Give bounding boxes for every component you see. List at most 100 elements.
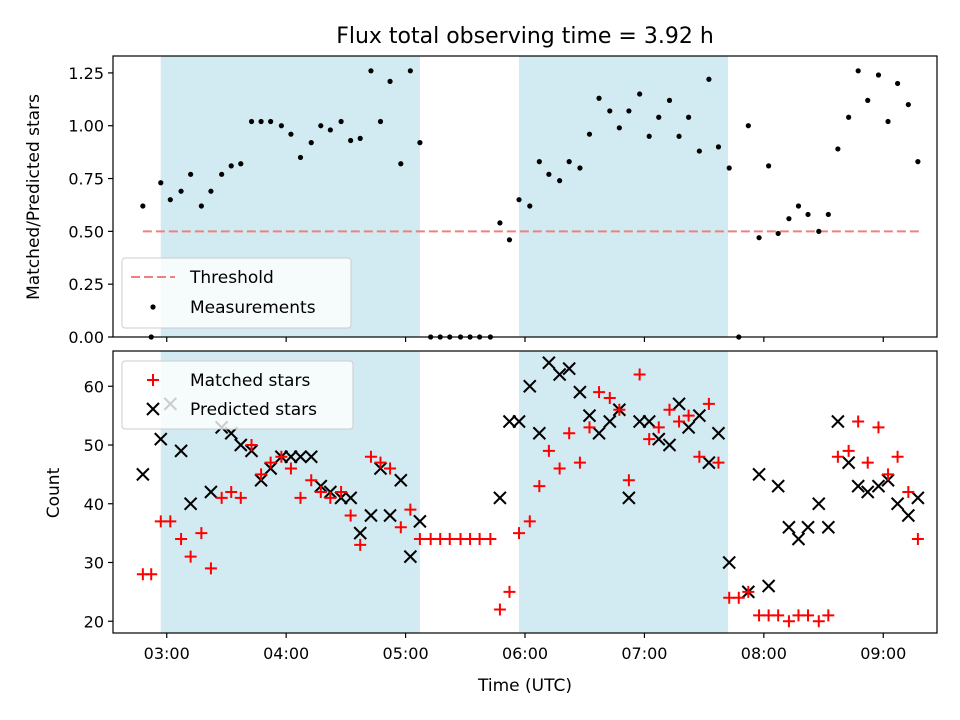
measurement-point [855, 68, 861, 74]
predicted-point [722, 555, 736, 570]
matched-point [484, 533, 497, 545]
matched-point [643, 433, 656, 446]
measurement-point [497, 220, 503, 226]
predicted-point [592, 426, 606, 440]
predicted-point [791, 532, 806, 546]
measurement-point [178, 188, 184, 194]
measurement-point [140, 203, 146, 209]
measurement-point [238, 161, 244, 167]
matched-point [175, 533, 188, 545]
matched-point [593, 386, 606, 399]
matched-point [443, 533, 456, 545]
y-tick-label: 40 [84, 495, 104, 514]
matched-point [314, 486, 327, 498]
measurement-point [577, 165, 583, 171]
measurement-point [885, 118, 891, 125]
y-tick-label: 1.00 [68, 117, 104, 136]
matched-point [255, 468, 268, 481]
matched-point [712, 456, 725, 469]
matched-point [861, 456, 874, 469]
matched-point [702, 397, 715, 410]
measurement-point [268, 118, 274, 125]
measurement-point [586, 131, 593, 137]
matched-point [364, 450, 377, 463]
measurement-point [357, 135, 363, 141]
matched-point [732, 591, 745, 604]
matched-point [305, 474, 318, 487]
measurement-point [766, 163, 772, 169]
legend-measurements-swatch [150, 304, 156, 310]
predicted-point [512, 414, 526, 429]
y-tick-label: 0.00 [68, 328, 104, 347]
predicted-point [761, 579, 776, 593]
measurement-point [527, 203, 533, 209]
matched-point [245, 439, 258, 451]
predicted-point [523, 379, 537, 393]
predicted-point [672, 397, 686, 411]
measurement-point [297, 154, 304, 161]
bottom-xlabel: Time (UTC) [477, 676, 572, 696]
matched-point [812, 615, 825, 628]
x-tick-label: 09:00 [860, 644, 906, 663]
measurement-point [417, 140, 423, 146]
measurement-point [795, 203, 802, 209]
measurement-point [666, 97, 673, 103]
measurement-point [228, 163, 234, 169]
y-tick-label: 50 [84, 436, 104, 455]
y-tick-label: 1.25 [68, 64, 104, 83]
measurement-point [865, 97, 871, 103]
measurement-point [775, 230, 781, 237]
matched-point [195, 527, 208, 540]
predicted-point [284, 450, 298, 464]
matched-point [682, 409, 695, 422]
measurement-point [407, 68, 413, 74]
matched-point [622, 474, 635, 487]
legend-predicted-label: Predicted stars [190, 400, 317, 420]
predicted-point [136, 467, 150, 482]
measurement-point [557, 178, 563, 184]
predicted-point [702, 455, 716, 470]
predicted-point [183, 497, 198, 511]
predicted-point [812, 497, 826, 511]
predicted-point [403, 549, 418, 564]
bottom-legend-box [121, 360, 354, 430]
matched-point [603, 392, 616, 404]
matched-point [842, 444, 855, 457]
matched-point [693, 450, 706, 463]
predicted-point [552, 367, 567, 382]
measurement-point [715, 144, 722, 150]
matched-point [633, 368, 646, 381]
matched-point [275, 450, 288, 463]
matched-point [374, 456, 387, 469]
predicted-point [353, 526, 367, 540]
y-tick-label: 20 [84, 612, 104, 631]
legend-matched-label: Matched stars [190, 371, 310, 391]
measurement-point [616, 125, 622, 131]
y-tick-label: 60 [84, 377, 104, 396]
top-ticks: 0.00 0.25 0.50 0.75 1.00 1.25 [68, 64, 884, 347]
predicted-point [821, 520, 836, 534]
matched-point [204, 562, 217, 575]
top-ylabel: Matched/Predicted stars [24, 94, 44, 300]
matched-point [493, 603, 506, 616]
measurement-point [327, 127, 333, 133]
predicted-point [394, 473, 408, 487]
x-tick-label: 06:00 [502, 644, 548, 663]
matched-point [215, 491, 228, 504]
x-tick-label: 08:00 [741, 644, 787, 663]
matched-point [852, 415, 865, 428]
predicted-point [234, 438, 248, 452]
measurement-point [377, 118, 384, 125]
matched-point [573, 456, 586, 469]
top-legend: Threshold Measurements [121, 257, 352, 329]
matched-point [563, 427, 576, 440]
matched-point [354, 538, 367, 551]
matched-point [145, 568, 158, 581]
measurement-point [816, 228, 822, 234]
matched-point [613, 403, 626, 416]
matched-point [831, 450, 844, 463]
predicted-point [841, 455, 856, 470]
matched-point [882, 468, 895, 481]
predicted-point [562, 361, 576, 376]
